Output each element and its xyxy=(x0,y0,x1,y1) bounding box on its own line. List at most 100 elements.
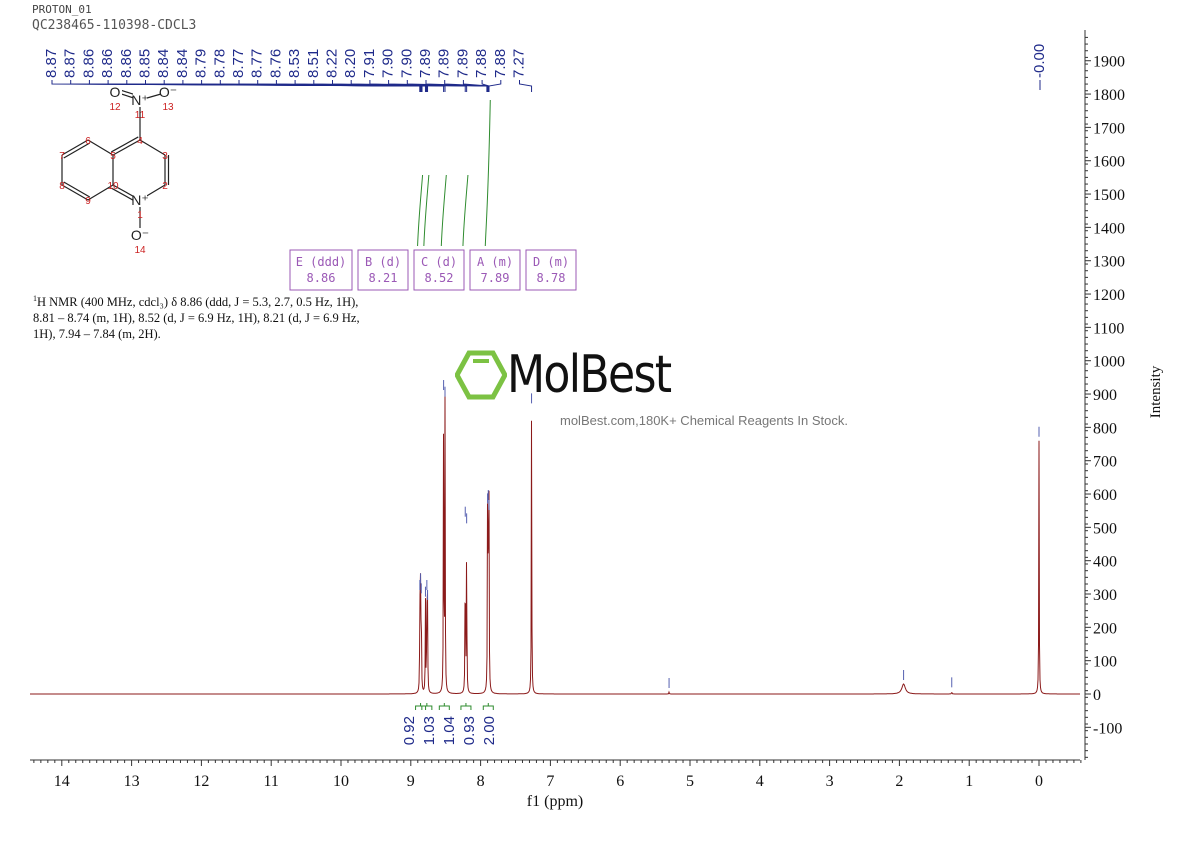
y-tick-label: 300 xyxy=(1093,587,1117,604)
molecule-structure: O 12 N⁺ 11 O⁻ 13 4 3 2 N⁺ 1 O⁻ 14 10 5 6 7 8 9 xyxy=(59,84,177,256)
y-tick-label: 500 xyxy=(1093,520,1117,537)
y-tick-label: 700 xyxy=(1093,454,1117,471)
molbest-logo-text: MolBest xyxy=(507,345,672,405)
atom-bg xyxy=(133,193,147,207)
integral-value: 0.93 xyxy=(461,716,478,745)
y-tick-label: 1500 xyxy=(1093,187,1125,204)
y-tick-label: 900 xyxy=(1093,387,1117,404)
peak-label-leader xyxy=(488,80,502,92)
peak-label: 8.53 xyxy=(286,49,303,78)
x-tick-label: 13 xyxy=(124,773,140,790)
watermark-tagline: molBest.com,180K+ Chemical Reagents In S… xyxy=(560,413,848,428)
multiplet-box-A: A (m) 7.89 xyxy=(469,249,521,291)
integral-curve xyxy=(462,174,469,247)
multiplet-shift: 8.52 xyxy=(425,271,454,285)
atom-number: 14 xyxy=(134,245,146,256)
multiplet-box-frame xyxy=(525,249,577,291)
atom-bg xyxy=(133,228,147,242)
peak-label: 8.79 xyxy=(193,49,210,78)
bond-line xyxy=(61,139,89,156)
y-tick-label: 1300 xyxy=(1093,254,1125,271)
multiplet-name: C (d) xyxy=(421,255,457,269)
multiplet-shift: 7.89 xyxy=(481,271,510,285)
atom-symbol: O xyxy=(110,84,121,100)
integral-value: 0.92 xyxy=(401,716,418,745)
atom-number: 10 xyxy=(107,181,119,192)
x-tick-label: 4 xyxy=(756,773,764,790)
atom-bg xyxy=(108,85,122,99)
atom-number: 13 xyxy=(162,102,174,113)
y-tick-label: 400 xyxy=(1093,554,1117,571)
atom-symbol: O⁻ xyxy=(159,84,177,100)
bond-line xyxy=(87,139,114,156)
spectrum-line xyxy=(30,391,1080,695)
peak-label: 8.84 xyxy=(155,49,172,78)
x-axis-label: f1 (ppm) xyxy=(527,793,583,810)
multiplet-box-D: D (m) 8.78 xyxy=(525,249,577,291)
bond-line xyxy=(112,139,141,156)
integral-curve xyxy=(423,174,430,247)
x-tick-label: 1 xyxy=(965,773,973,790)
atom-number: 4 xyxy=(137,136,143,147)
x-tick-label: 0 xyxy=(1035,773,1043,790)
peak-label: 8.78 xyxy=(211,49,228,78)
peak-label: 8.20 xyxy=(342,49,359,78)
bond-line xyxy=(63,181,91,198)
x-tick-label: 3 xyxy=(826,773,834,790)
x-tick-label: 2 xyxy=(895,773,903,790)
x-tick-label: 10 xyxy=(333,773,349,790)
y-tick-label: 1700 xyxy=(1093,120,1125,137)
x-tick-label: 7 xyxy=(546,773,554,790)
peak-label: 7.90 xyxy=(398,49,415,78)
peak-label: 8.51 xyxy=(305,49,322,78)
peak-label: 7.89 xyxy=(417,49,434,78)
peak-label: 7.88 xyxy=(473,49,490,78)
atom-symbol: O⁻ xyxy=(131,227,149,243)
peak-label: 7.91 xyxy=(361,49,378,78)
peak-label: 8.84 xyxy=(174,49,191,78)
peak-label: 7.89 xyxy=(436,49,453,78)
y-tick-label: 1000 xyxy=(1093,354,1125,371)
multiplet-shift: 8.78 xyxy=(537,271,566,285)
multiplet-box-frame xyxy=(289,249,353,291)
atom-bg xyxy=(161,85,175,99)
y-tick-label: 1400 xyxy=(1093,220,1125,237)
atom-symbol: N⁺ xyxy=(131,192,149,208)
atom-bg xyxy=(133,93,147,107)
multiplet-name: A (m) xyxy=(477,255,513,269)
y-tick-label: 600 xyxy=(1093,487,1117,504)
atom-number: 3 xyxy=(162,151,168,162)
molbest-hexagon-icon xyxy=(455,350,507,400)
molbest-watermark: MolBest xyxy=(455,345,699,405)
atom-number: 7 xyxy=(59,151,65,162)
multiplet-box-C: C (d) 8.52 xyxy=(413,249,465,291)
atom-number: 2 xyxy=(162,181,168,192)
y-tick-label: 1100 xyxy=(1093,320,1124,337)
bond-line xyxy=(87,184,114,201)
multiplet-shift: 8.86 xyxy=(307,271,336,285)
nucleus-superscript: 1 xyxy=(33,294,37,303)
peak-label-leader xyxy=(462,80,489,92)
multiplet-box-frame xyxy=(413,249,465,291)
peak-label: 7.90 xyxy=(380,49,397,78)
integral-curve xyxy=(484,99,491,247)
peak-label: 8.22 xyxy=(323,49,340,78)
bond-line xyxy=(61,184,89,201)
y-tick-label: 100 xyxy=(1093,654,1117,671)
peak-label: 8.87 xyxy=(62,49,79,78)
peak-label: 7.88 xyxy=(492,49,509,78)
peak-label-leader xyxy=(519,80,533,92)
peak-label: 8.77 xyxy=(249,49,266,78)
multiplet-name: B (d) xyxy=(365,255,401,269)
x-tick-label: 11 xyxy=(263,773,278,790)
x-tick-label: 8 xyxy=(477,773,485,790)
integral-curve xyxy=(417,174,424,247)
integral-bracket xyxy=(460,703,472,710)
y-tick-label: 1600 xyxy=(1093,154,1125,171)
y-tick-label: 1900 xyxy=(1093,54,1125,71)
atom-number: 9 xyxy=(85,196,91,207)
y-tick-label: -100 xyxy=(1093,720,1122,737)
multiplet-box-E: E (ddd) 8.86 xyxy=(289,249,353,291)
integral-value: 1.03 xyxy=(421,716,438,745)
